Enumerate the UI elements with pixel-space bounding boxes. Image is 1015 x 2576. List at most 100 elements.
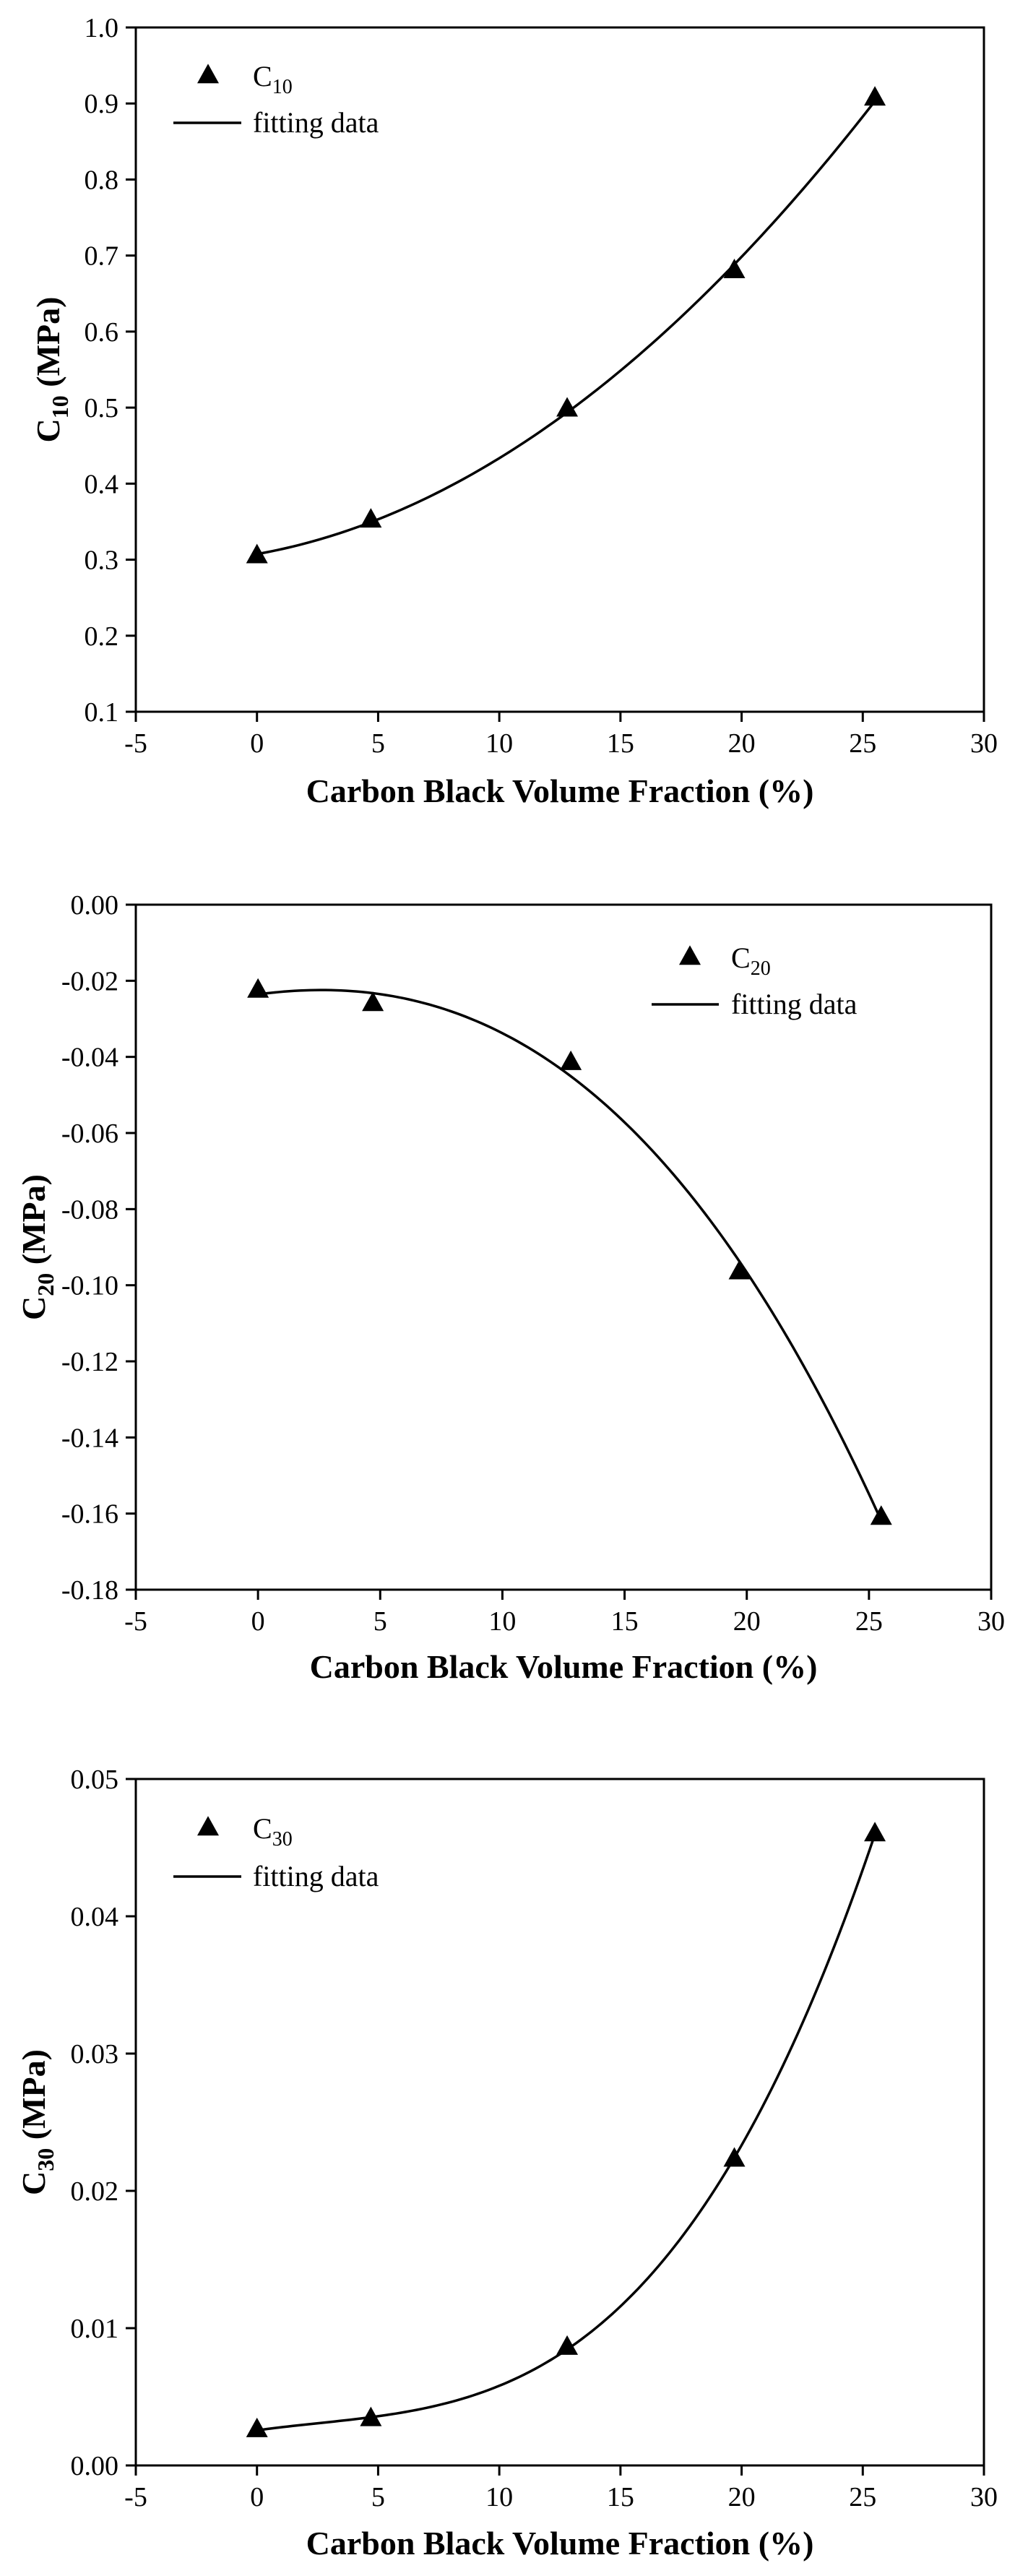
y-axis-label-symbol: C (30, 418, 66, 442)
x-tick-label: 0 (251, 1606, 265, 1637)
plot-frame (134, 903, 993, 1591)
x-tick-label: 5 (371, 728, 385, 759)
x-tick-label: 20 (728, 2482, 756, 2512)
y-tick-label: 0.8 (85, 165, 119, 195)
x-tick-label: -5 (124, 728, 147, 759)
y-axis-label-unit: (MPa) (15, 1174, 52, 1273)
x-tick-label: 15 (607, 728, 634, 759)
y-tick-label: 1.0 (85, 13, 119, 43)
chart-panel-1: -5 0 5 10 15 20 25 30 0.1 0.2 0.3 0.4 0.5 0.6 0.7 0.8 0.… (30, 13, 998, 809)
data-point-C30 (246, 2417, 268, 2437)
data-point-C30 (864, 1822, 886, 1842)
x-tick-label: 10 (488, 1606, 516, 1637)
chart-panel-3: -5 0 5 10 15 20 25 30 0.00 0.01 0.02 0.03 0.04 0.05 Ca… (15, 1765, 998, 2562)
x-tick-label: 25 (849, 2482, 876, 2512)
x-tick-label: 30 (970, 728, 998, 759)
x-tick-label: 10 (485, 2482, 513, 2512)
plot-frame (134, 1778, 985, 2467)
legend-marker-triangle (197, 64, 219, 84)
y-tick-label: -0.12 (61, 1347, 118, 1377)
data-point-C20 (362, 991, 384, 1012)
x-tick-label: -5 (124, 2482, 147, 2512)
legend-label-fit: fitting data (731, 988, 858, 1020)
x-tick-label: 5 (371, 2482, 385, 2512)
data-point-C10 (360, 508, 382, 528)
legend-marker-triangle (679, 945, 701, 965)
y-tick-label: 0.04 (71, 1902, 119, 1932)
x-tick-label: 15 (607, 2482, 634, 2512)
y-axis-label-subscript: 20 (33, 1273, 59, 1296)
y-axis-label: C10 (MPa) (30, 297, 73, 443)
y-tick-label: -0.16 (61, 1499, 118, 1530)
y-tick-label: 0.2 (85, 621, 119, 652)
legend-label-fit: fitting data (253, 106, 379, 139)
fit-curve (256, 100, 876, 556)
x-tick-label: 15 (611, 1606, 639, 1637)
y-tick-label: -0.04 (61, 1043, 118, 1073)
y-tick-label: -0.06 (61, 1119, 118, 1149)
data-point-C20 (728, 1259, 751, 1280)
y-axis-label: C30 (MPa) (15, 2049, 59, 2195)
y-tick-label: 0.6 (85, 317, 119, 348)
data-point-C30 (556, 2335, 579, 2355)
y-axis-label-symbol: C (15, 2171, 52, 2195)
x-tick-label: 0 (250, 728, 264, 759)
chart-panel-2: -5 0 5 10 15 20 25 30 -0.18 -0.16 -0.14 -0.12 -0.10 -… (15, 890, 1005, 1685)
x-tick-label: 30 (970, 2482, 998, 2512)
data-point-C30 (360, 2406, 382, 2426)
plot-frame (134, 26, 985, 713)
x-tick-label: 30 (977, 1606, 1005, 1637)
legend-label-fit: fitting data (253, 1860, 379, 1892)
y-tick-label: 0.00 (71, 890, 119, 921)
x-tick-label: 5 (373, 1606, 387, 1637)
y-tick-label: 0.02 (71, 2176, 119, 2207)
y-tick-label: 0.00 (71, 2451, 119, 2481)
y-axis-label-unit: (MPa) (15, 2049, 52, 2148)
y-tick-label: 0.03 (71, 2039, 119, 2069)
y-axis-label-subscript: 30 (33, 2148, 59, 2171)
x-tick-label: 25 (849, 728, 876, 759)
legend-marker-triangle (197, 1816, 219, 1836)
data-point-C10 (723, 258, 746, 278)
y-tick-label: -0.10 (61, 1271, 118, 1301)
data-point-C10 (246, 543, 268, 564)
x-tick-label: 25 (855, 1606, 883, 1637)
y-tick-label: -0.18 (61, 1575, 118, 1606)
y-tick-label: 0.9 (85, 89, 119, 119)
legend-label-points: C10 (253, 60, 293, 98)
y-axis-label-unit: (MPa) (30, 297, 66, 396)
y-tick-label: 0.7 (85, 241, 119, 272)
x-axis-label: Carbon Black Volume Fraction (%) (306, 2525, 814, 2562)
y-axis-label-subscript: 10 (47, 395, 73, 418)
data-point-C10 (864, 86, 886, 106)
data-point-C30 (723, 2147, 746, 2167)
y-tick-label: -0.02 (61, 966, 118, 996)
y-tick-label: -0.14 (61, 1423, 118, 1453)
legend-label-points: C30 (253, 1812, 293, 1851)
legend: C20 fitting data (652, 942, 858, 1020)
y-axis-label: C20 (MPa) (15, 1174, 59, 1320)
x-axis-label: Carbon Black Volume Fraction (%) (310, 1648, 818, 1685)
data-point-C20 (870, 1505, 892, 1525)
x-tick-label: -5 (124, 1606, 147, 1637)
y-tick-label: 0.4 (85, 469, 119, 499)
x-axis-label: Carbon Black Volume Fraction (%) (306, 772, 814, 809)
data-point-C10 (556, 397, 579, 417)
y-tick-label: -0.08 (61, 1194, 118, 1225)
y-tick-label: 0.05 (71, 1765, 119, 1795)
legend-label-points: C20 (731, 942, 771, 980)
fit-curve (257, 988, 883, 1522)
x-tick-label: 10 (485, 728, 513, 759)
x-tick-label: 20 (728, 728, 756, 759)
legend: C30 fitting data (173, 1812, 379, 1892)
y-tick-label: 0.1 (85, 697, 119, 728)
y-tick-label: 0.01 (71, 2314, 119, 2344)
y-tick-label: 0.3 (85, 546, 119, 576)
y-tick-label: 0.5 (85, 393, 119, 423)
x-tick-label: 0 (250, 2482, 264, 2512)
y-axis-label-symbol: C (15, 1296, 52, 1320)
x-tick-label: 20 (733, 1606, 761, 1637)
data-point-C20 (560, 1050, 582, 1070)
data-point-C20 (247, 978, 269, 998)
